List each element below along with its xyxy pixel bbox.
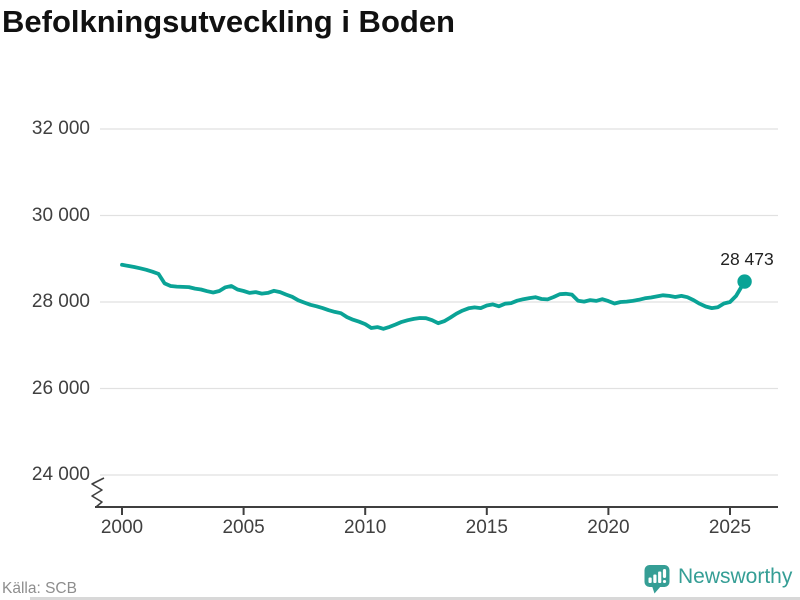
source-label: Källa: SCB	[2, 580, 77, 597]
y-tick-label: 32 000	[31, 118, 90, 139]
x-tick-label: 2025	[708, 517, 752, 538]
x-tick-label: 2010	[344, 517, 387, 538]
x-axis	[95, 506, 778, 515]
x-tick-label: 2005	[222, 517, 265, 538]
newsworthy-icon	[644, 565, 670, 594]
y-tick-label: 30 000	[31, 204, 90, 226]
y-tick-label: 28 000	[31, 291, 90, 312]
gridlines	[100, 128, 778, 476]
y-tick-label: 26 000	[31, 377, 90, 399]
x-tick-label: 2020	[587, 517, 630, 538]
newsworthy-logo: Newsworthy	[644, 564, 792, 596]
y-tick-label: 24 000	[31, 464, 90, 485]
bottom-bar	[30, 597, 800, 600]
brand-name: Newsworthy	[678, 565, 793, 588]
x-tick-label: 2000	[100, 517, 144, 538]
x-tick-label: 2015	[465, 517, 508, 538]
population-line-series	[120, 262, 752, 331]
last-value-label: 28 473	[720, 249, 774, 269]
y-axis-break-icon	[91, 477, 105, 508]
chart-title: Befolkningsutveckling i Boden	[2, 4, 455, 39]
